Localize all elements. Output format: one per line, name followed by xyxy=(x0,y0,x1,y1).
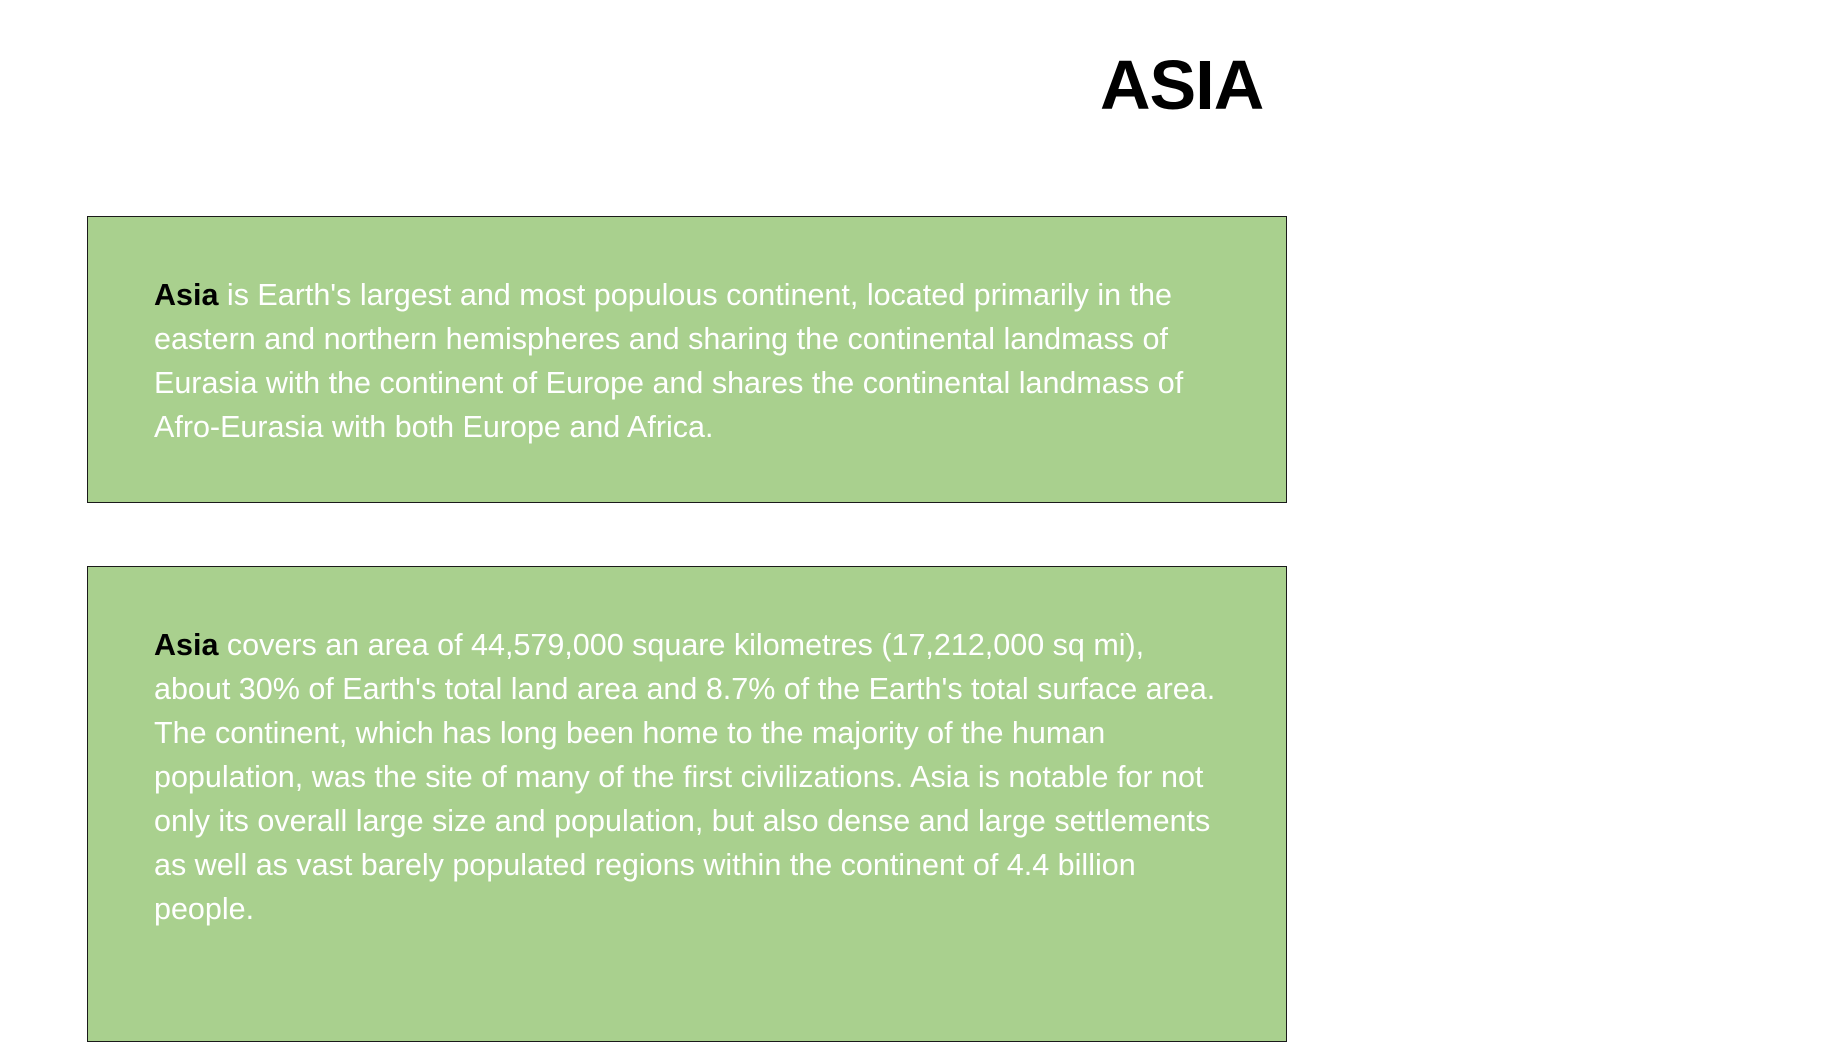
info-paragraph: Asia is Earth's largest and most populou… xyxy=(154,273,1220,449)
info-box-overview: Asia is Earth's largest and most populou… xyxy=(87,216,1287,503)
info-paragraph: Asia covers an area of 44,579,000 square… xyxy=(154,623,1220,931)
paragraph-body: covers an area of 44,579,000 square kilo… xyxy=(154,628,1216,926)
lead-word: Asia xyxy=(154,628,219,662)
info-box-area: Asia covers an area of 44,579,000 square… xyxy=(87,566,1287,1042)
paragraph-body: is Earth's largest and most populous con… xyxy=(154,278,1184,444)
lead-word: Asia xyxy=(154,278,219,312)
page-title: ASIA xyxy=(1100,46,1264,124)
